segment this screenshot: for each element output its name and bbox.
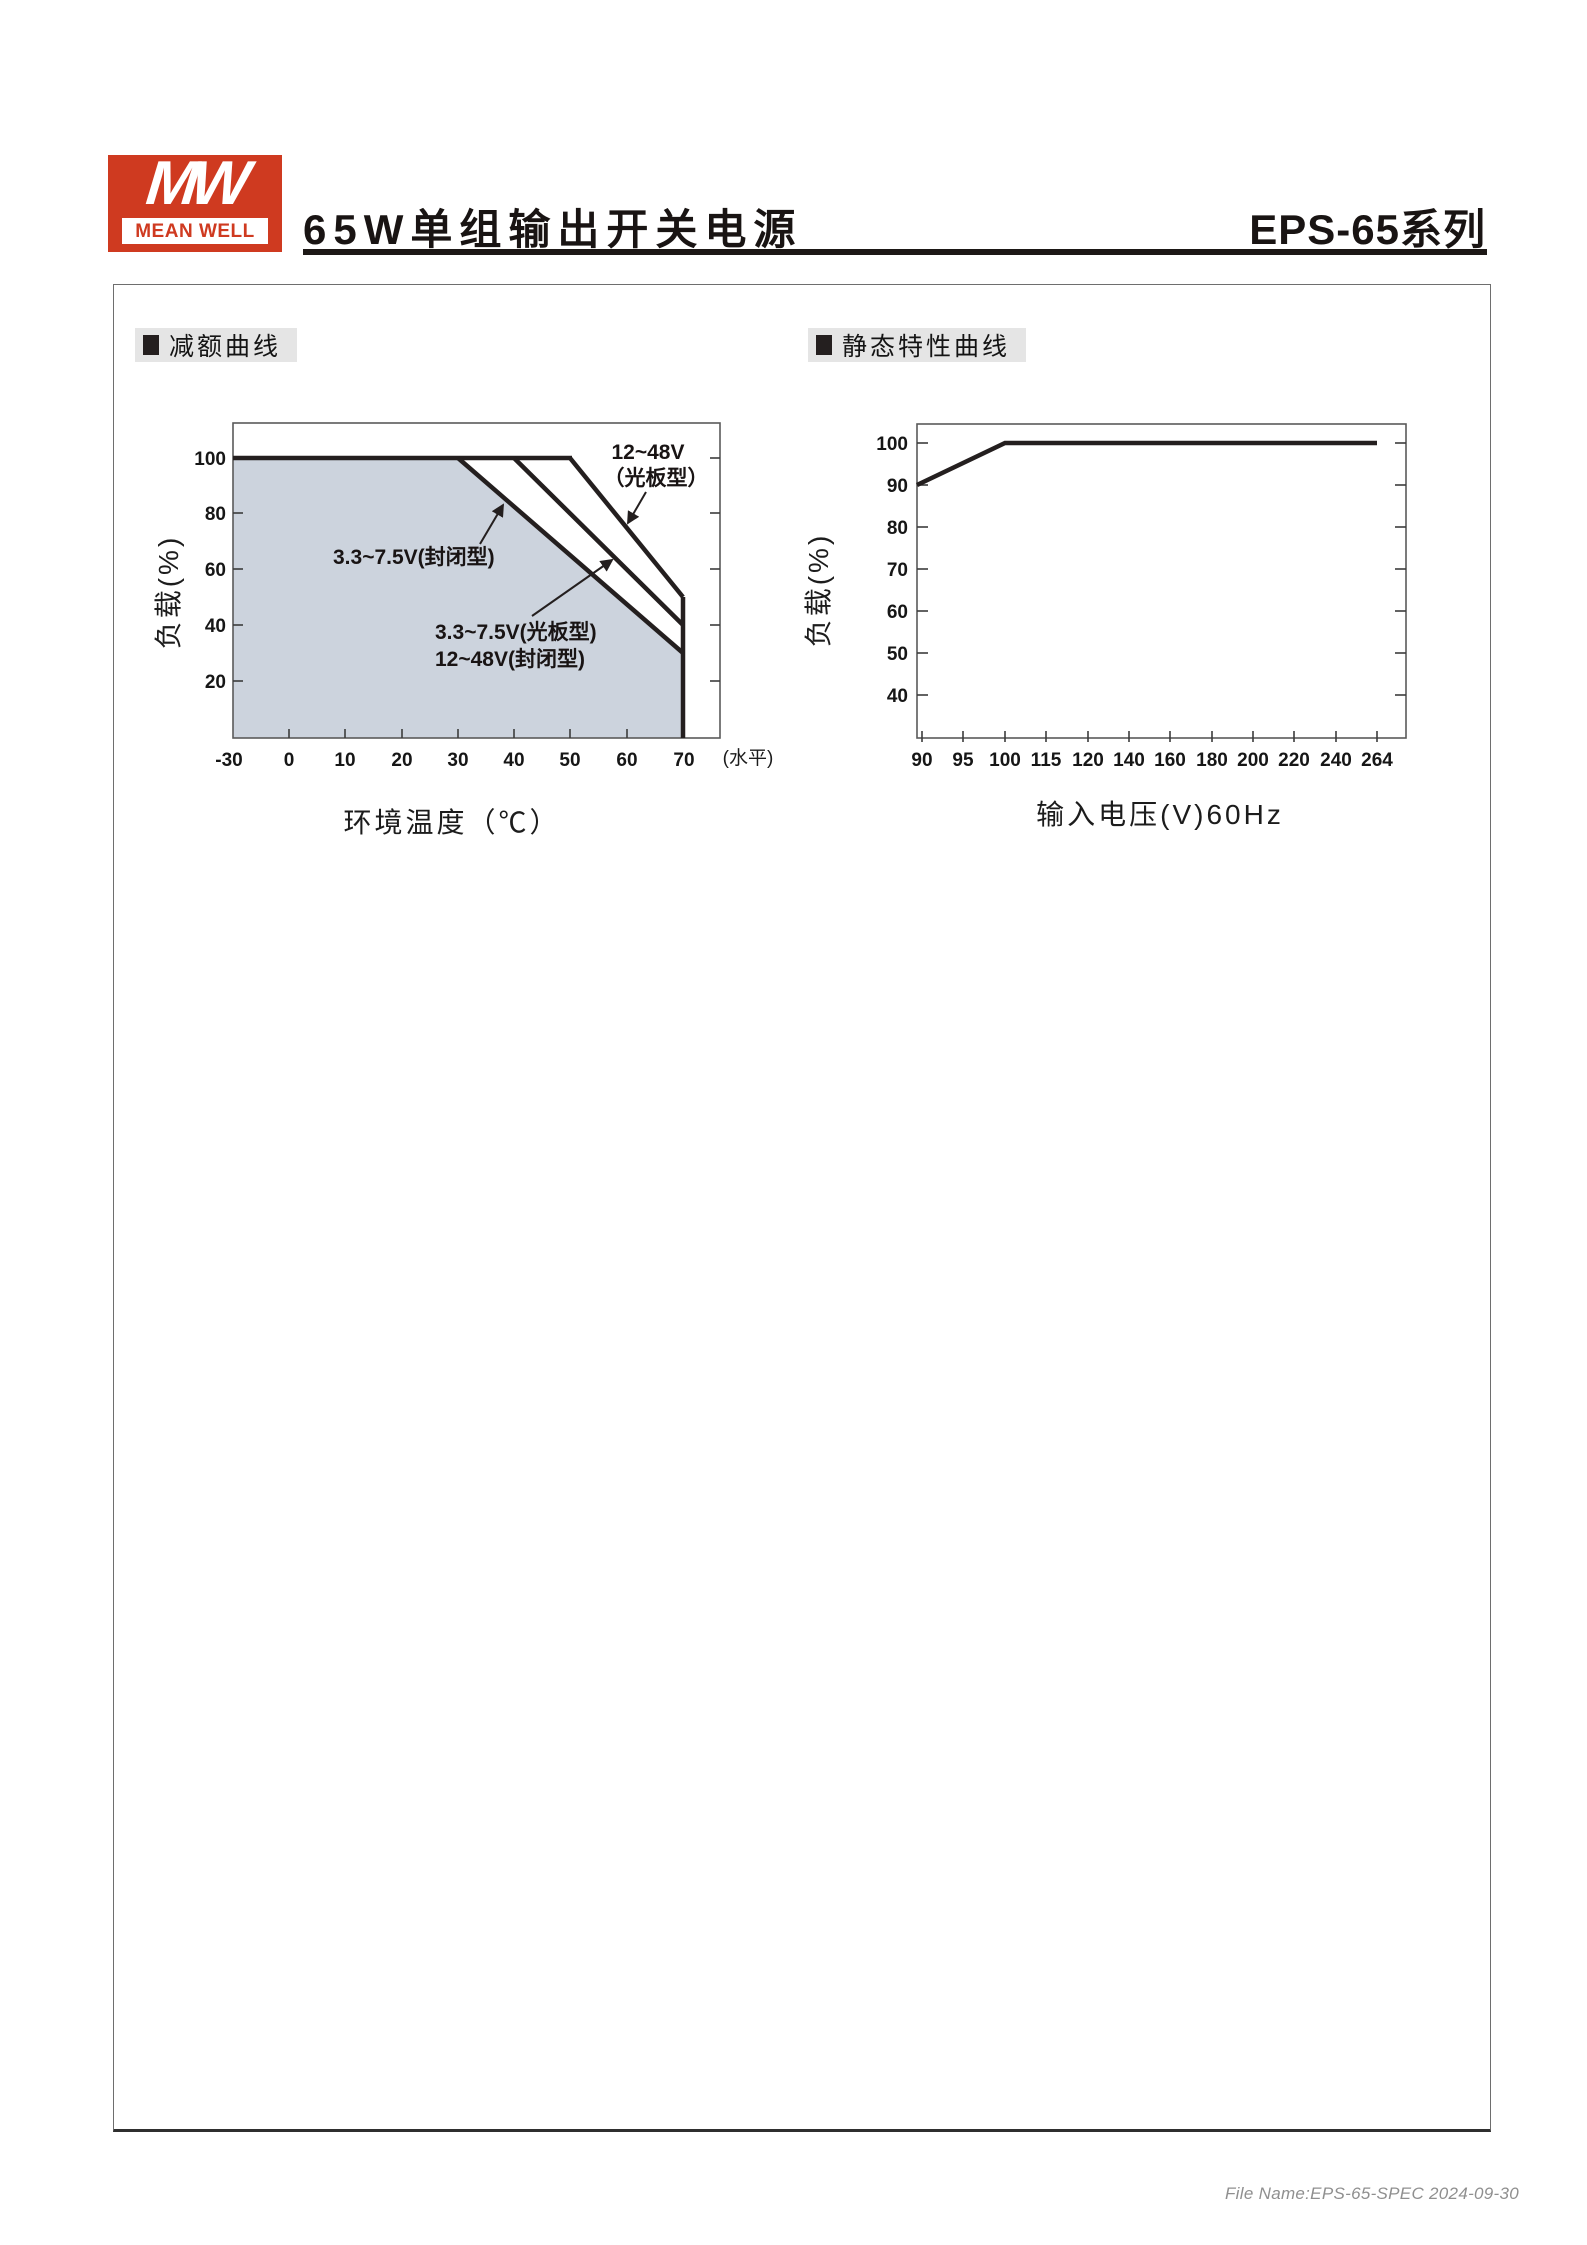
file-name-footer: File Name:EPS-65-SPEC 2024-09-30 bbox=[1225, 2184, 1520, 2203]
x-tick-label: 70 bbox=[673, 750, 694, 771]
x-axis-title: 环境温度（℃） bbox=[343, 807, 560, 838]
x-tick-label: 140 bbox=[1113, 750, 1145, 771]
x-tick-label: 115 bbox=[1031, 750, 1062, 771]
meanwell-logo: MW MEAN WELL bbox=[108, 149, 282, 252]
x-tick-label: 10 bbox=[334, 750, 355, 771]
annotation-inner-curve: 3.3~7.5V(封闭型) bbox=[333, 545, 495, 569]
curve-inner-diagonal bbox=[456, 456, 685, 655]
black-square-icon bbox=[816, 335, 832, 355]
curve-outer-diagonal bbox=[568, 456, 685, 599]
title-underline bbox=[303, 249, 1487, 255]
x-tick-label: 95 bbox=[952, 750, 974, 771]
x-tick-label: 220 bbox=[1278, 750, 1310, 771]
x-axis-title: 输入电压(V)60Hz bbox=[1036, 799, 1284, 830]
annotation-arrow bbox=[531, 558, 614, 617]
annotation-outer-curve-line1: 12~48V bbox=[612, 441, 685, 464]
x-tick-label: 20 bbox=[391, 750, 412, 771]
annotation-middle-curve-line2: 12~48V(封闭型) bbox=[435, 647, 585, 671]
y-tick-label: 40 bbox=[887, 686, 908, 707]
y-tick-label: 60 bbox=[887, 602, 908, 623]
annotation-outer-curve-line2: （光板型） bbox=[604, 466, 709, 490]
y-tick-label: 100 bbox=[194, 449, 226, 470]
y-tick-label: 60 bbox=[205, 560, 226, 581]
x-tick-label: 120 bbox=[1072, 750, 1104, 771]
mw-monogram-icon: MW bbox=[143, 149, 247, 218]
shaded-operating-region bbox=[233, 458, 683, 738]
curve-middle-diagonal bbox=[512, 456, 685, 627]
y-tick-label: 20 bbox=[205, 672, 226, 693]
section-label: 静态特性曲线 bbox=[842, 333, 1011, 361]
y-tick-label: 80 bbox=[205, 504, 226, 525]
x-tick-label: 90 bbox=[911, 750, 932, 771]
x-tick-label: -30 bbox=[215, 750, 242, 771]
x-axis-suffix-label: (水平) bbox=[723, 747, 774, 769]
x-tick-label: 40 bbox=[503, 750, 524, 771]
y-axis-title: 负载(%) bbox=[803, 533, 834, 648]
y-tick-label: 100 bbox=[876, 434, 908, 455]
y-axis-title: 负载(%) bbox=[153, 535, 184, 650]
x-tick-label: 100 bbox=[989, 750, 1021, 771]
y-tick-label: 50 bbox=[887, 644, 908, 665]
derating-chart: 100 80 60 40 20 -30 0 10 20 30 40 50 60 … bbox=[153, 422, 774, 838]
section-label: 减额曲线 bbox=[169, 333, 282, 361]
section-header-static: 静态特性曲线 bbox=[808, 328, 1027, 362]
logo-name-strip: MEAN WELL bbox=[122, 218, 268, 244]
x-tick-label: 0 bbox=[284, 750, 295, 771]
x-tick-label: 200 bbox=[1237, 750, 1269, 771]
black-square-icon bbox=[143, 335, 159, 355]
x-tick-label: 240 bbox=[1320, 750, 1352, 771]
load-vs-input-voltage-line bbox=[916, 440, 1377, 488]
x-tick-label: 264 bbox=[1361, 750, 1393, 771]
y-tick-label: 80 bbox=[887, 518, 908, 539]
annotation-arrow bbox=[479, 503, 504, 545]
x-tick-label: 30 bbox=[447, 750, 468, 771]
annotation-middle-curve-line1: 3.3~7.5V(光板型) bbox=[435, 621, 597, 644]
logo-brand-name: MEAN WELL bbox=[135, 221, 255, 242]
x-tick-label: 50 bbox=[559, 750, 580, 771]
x-tick-label: 160 bbox=[1154, 750, 1186, 771]
x-tick-label: 60 bbox=[616, 750, 637, 771]
plot-border bbox=[916, 423, 1407, 739]
section-header-derating: 减额曲线 bbox=[135, 328, 298, 362]
x-tick-label: 180 bbox=[1196, 750, 1228, 771]
y-tick-label: 90 bbox=[887, 476, 908, 497]
y-tick-label: 40 bbox=[205, 616, 226, 637]
static-characteristics-chart: 100 90 80 70 60 50 40 90 95 100 115 120 … bbox=[803, 423, 1407, 830]
page-title: 65W单组输出开关电源 bbox=[303, 206, 803, 253]
annotation-arrow bbox=[627, 491, 647, 525]
series-title: EPS-65系列 bbox=[1249, 206, 1486, 253]
y-tick-label: 70 bbox=[887, 560, 908, 581]
plot-border bbox=[232, 422, 721, 739]
